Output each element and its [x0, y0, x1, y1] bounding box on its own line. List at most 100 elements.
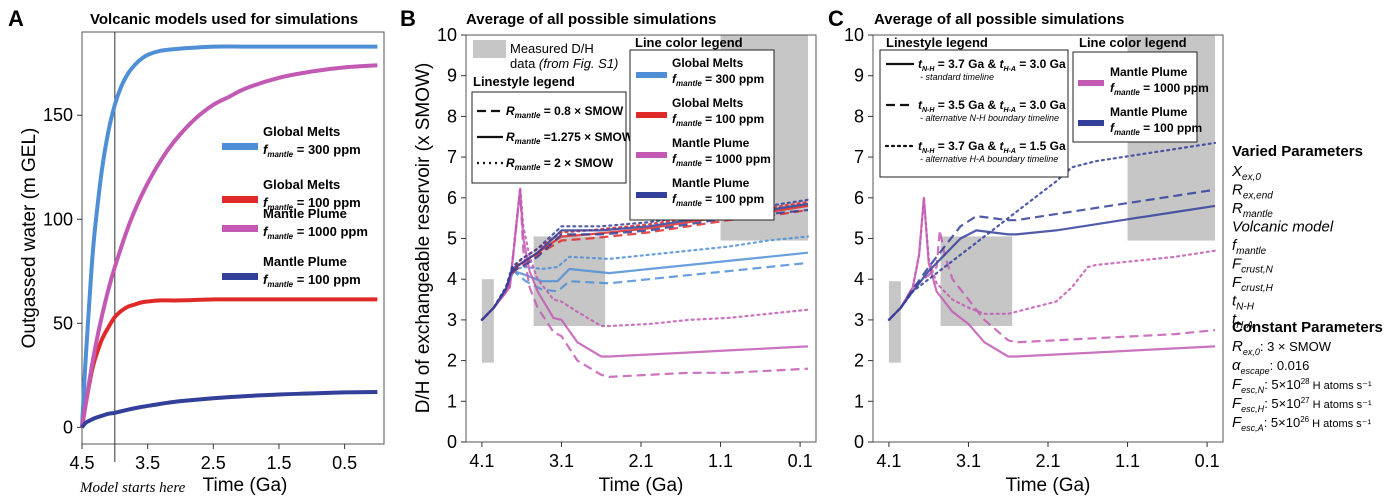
x-axis-a: 4.5 3.5 2.5 1.5 0.5	[69, 444, 357, 473]
linestyle-legend-c-title: Linestyle legend	[886, 35, 988, 50]
y-axis-b: 0 1 2 3 4 5 6 7 8 9 10	[437, 25, 466, 452]
varied-param-9: tH-A	[1232, 311, 1254, 331]
linestyle-c-note-2: - alternative N-H boundary timeline	[920, 113, 1059, 123]
linestyle-c-label-2: tN-H = 3.5 Ga & tH-A = 3.0 Ga	[918, 98, 1066, 114]
varied-parameters-title: Varied Parameters	[1232, 143, 1363, 160]
constant-param-5: Fesc,A: 5×1026 H atoms s⁻¹	[1232, 414, 1371, 433]
y-axis-c: 0 1 2 3 4 5 6 7 8 9 10	[844, 25, 873, 452]
color-b-value-1: fmantle = 300 ppm	[672, 72, 764, 88]
series-line-c-2	[888, 229, 1216, 344]
x-tick-label: 2.1	[1035, 451, 1060, 471]
color-legend-c-items: Mantle Plume fmantle = 1000 ppm Mantle Plu…	[1078, 65, 1209, 137]
measured-swatch	[473, 40, 506, 58]
y-tick-label: 7	[447, 147, 457, 167]
legend-a-swatch-2	[222, 196, 258, 203]
series-line-a-4	[80, 390, 378, 429]
x-tick-label: 2.5	[201, 453, 226, 473]
y-tick-label: 8	[854, 106, 864, 126]
color-b-swatch-3	[636, 152, 667, 158]
linestyle-legend-c: Linestyle legend tN-H = 3.7 Ga & tH-A = …	[879, 35, 1069, 178]
y-tick-label: 6	[447, 188, 457, 208]
color-legend-b-items: Global Melts fmantle = 300 ppm Global Melt…	[636, 56, 771, 208]
legend-a: Global Melts fmantle = 300 ppm Global Melt…	[222, 124, 368, 289]
varied-param-4: Volcanic model	[1232, 219, 1334, 236]
legend-a-name-2: Global Melts	[263, 177, 340, 192]
model-start-note: Model starts here	[79, 480, 186, 496]
linestyle-c-label-3: tN-H = 3.7 Ga & tH-A = 1.5 Ga	[918, 139, 1066, 155]
y-tick-label: 150	[43, 105, 73, 125]
y-tick-label: 10	[437, 25, 457, 45]
series-lines-a	[80, 44, 378, 429]
y-tick-label: 50	[53, 313, 73, 333]
legend-a-swatch-1	[222, 143, 258, 150]
x-axis-label-c: Time (Ga)	[1006, 475, 1091, 496]
series-line-b-4	[481, 208, 809, 321]
legend-a-swatch-4	[222, 273, 258, 280]
panel-b: B Average of all possible simulations 0 1…	[400, 6, 817, 496]
y-tick-label: 8	[447, 106, 457, 126]
color-b-swatch-2	[636, 112, 667, 118]
x-axis-b: 4.1 3.1 2.1 1.1 0.1	[469, 442, 813, 471]
y-tick-label: 1	[447, 391, 457, 411]
measured-box-2	[940, 236, 1013, 327]
y-tick-label: 9	[854, 66, 864, 86]
plot-frame-a	[81, 31, 385, 445]
x-tick-label: 0.1	[1195, 451, 1220, 471]
y-tick-label: 0	[447, 432, 457, 452]
series-lines-c	[887, 141, 1217, 358]
y-axis-a: 0 50 100 150	[43, 105, 82, 437]
legend-a-value-2: fmantle = 100 ppm	[263, 195, 361, 212]
series-line-b-2	[481, 251, 809, 321]
color-c-name-1: Mantle Plume	[1110, 65, 1188, 79]
varied-param-1: Xex,0	[1231, 163, 1261, 183]
panel-letter-c: C	[828, 6, 844, 31]
varied-param-6: Fcrust,N	[1232, 256, 1274, 276]
panel-letter-b: B	[400, 6, 416, 31]
series-line-a-3	[80, 63, 378, 428]
varied-param-8: tN-H	[1232, 293, 1255, 313]
x-axis-c: 4.1 3.1 2.1 1.1 0.1	[876, 442, 1220, 471]
measured-label-1: Measured D/H	[510, 41, 594, 56]
color-c-swatch-1	[1078, 80, 1104, 86]
color-b-value-3: fmantle = 1000 ppm	[672, 152, 771, 168]
series-line-c-6	[887, 141, 1217, 321]
y-tick-label: 5	[854, 229, 864, 249]
linestyle-c-note-3: - alternative H-A boundary timeline	[920, 154, 1058, 164]
legend-a-name-1: Global Melts	[263, 124, 340, 139]
constant-param-3: Fesc,N: 5×1028 H atoms s⁻¹	[1232, 376, 1372, 395]
y-tick-label: 9	[447, 66, 457, 86]
x-tick-label: 2.1	[628, 451, 653, 471]
legend-a-value-4: fmantle = 100 ppm	[263, 272, 361, 289]
legend-a-name-3: Mantle Plume	[263, 206, 347, 221]
measured-label-2: data (from Fig. S1)	[510, 56, 618, 71]
varied-param-7: Fcrust,H	[1232, 274, 1274, 294]
y-tick-label: 0	[63, 417, 73, 437]
y-tick-label: 1	[854, 391, 864, 411]
color-legend-c-title: Line color legend	[1079, 35, 1187, 50]
panel-b-title: Average of all possible simulations	[466, 11, 716, 28]
x-tick-label: 1.5	[266, 453, 291, 473]
color-b-name-1: Global Melts	[672, 56, 744, 70]
y-axis-label-a: Outgassed water (m GEL)	[19, 128, 40, 349]
constant-param-4: Fesc,H: 5×1027 H atoms s⁻¹	[1232, 395, 1372, 414]
x-tick-label: 4.1	[469, 451, 494, 471]
x-tick-label: 0.1	[788, 451, 813, 471]
color-legend-c-box	[1072, 51, 1198, 143]
series-line-c-5	[888, 188, 1216, 321]
legend-a-value-1: fmantle = 300 ppm	[263, 142, 361, 159]
y-tick-label: 4	[854, 269, 864, 289]
varied-param-3: Rmantle	[1232, 200, 1273, 220]
varied-param-5: fmantle	[1232, 237, 1267, 257]
y-tick-label: 2	[854, 351, 864, 371]
y-tick-label: 100	[43, 209, 73, 229]
linestyle-legend-b-title: Linestyle legend	[473, 74, 575, 89]
linestyle-b-label-1: Rmantle = 0.8 × SMOW	[506, 104, 624, 120]
parameters-panel: Varied Parameters Xex,0Rex,endRmantleVol…	[1231, 143, 1383, 433]
color-b-name-2: Global Melts	[672, 96, 744, 110]
linestyle-legend-b: Linestyle legend Rmantle = 0.8 × SMOWRma…	[471, 74, 634, 184]
color-legend-b-title: Line color legend	[635, 35, 743, 50]
constant-param-2: αescape: 0.016	[1232, 357, 1309, 376]
